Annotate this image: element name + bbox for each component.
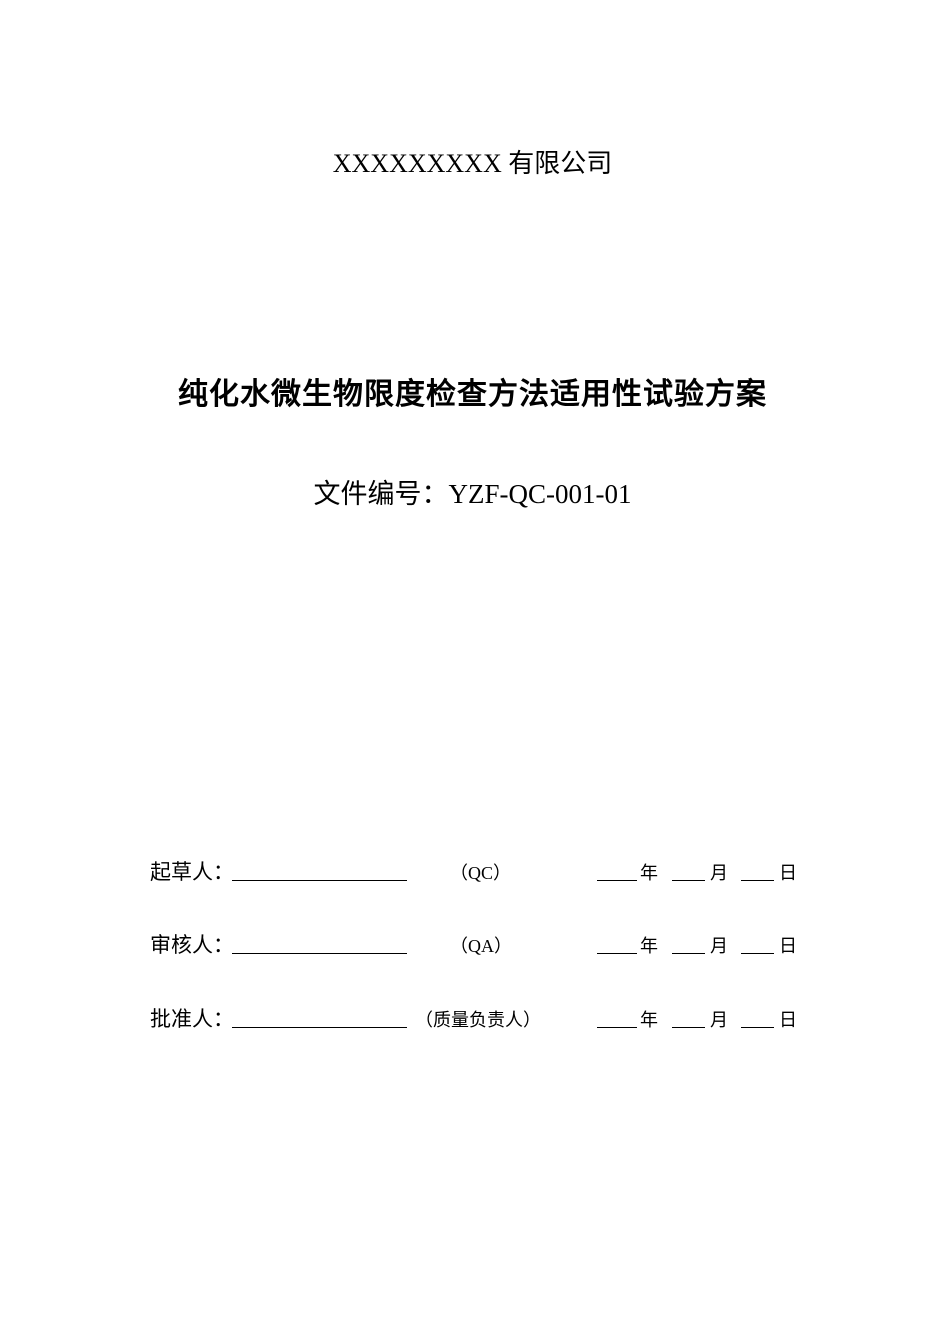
drafter-label: 起草人：	[150, 856, 234, 886]
approver-month-line	[672, 1027, 705, 1028]
drafter-name-line	[232, 880, 407, 881]
reviewer-day-label: 日	[779, 932, 797, 958]
doc-number-value: YZF-QC-001-01	[449, 479, 632, 509]
drafter-month-label: 月	[710, 859, 728, 885]
approver-label: 批准人：	[150, 1003, 234, 1033]
company-name: XXXXXXXXX 有限公司	[0, 143, 945, 180]
reviewer-name-line	[232, 953, 407, 954]
reviewer-role: （QA）	[450, 932, 512, 958]
reviewer-month-label: 月	[710, 932, 728, 958]
reviewer-month-line	[672, 953, 705, 954]
approver-day-label: 日	[779, 1006, 797, 1032]
drafter-year-line	[597, 880, 637, 881]
doc-number-label: 文件编号：	[314, 479, 449, 509]
drafter-day-label: 日	[779, 859, 797, 885]
approver-name-line	[232, 1027, 407, 1028]
drafter-role: （QC）	[450, 859, 511, 885]
drafter-month-line	[672, 880, 705, 881]
reviewer-year-line	[597, 953, 637, 954]
approver-role: （质量负责人）	[415, 1006, 541, 1032]
document-title: 纯化水微生物限度检查方法适用性试验方案	[0, 369, 945, 413]
approver-month-label: 月	[710, 1006, 728, 1032]
document-number: 文件编号：YZF-QC-001-01	[0, 472, 945, 511]
reviewer-year-label: 年	[640, 932, 658, 958]
drafter-day-line	[741, 880, 774, 881]
reviewer-day-line	[741, 953, 774, 954]
reviewer-label: 审核人：	[150, 929, 234, 959]
approver-year-line	[597, 1027, 637, 1028]
drafter-year-label: 年	[640, 859, 658, 885]
approver-day-line	[741, 1027, 774, 1028]
approver-year-label: 年	[640, 1006, 658, 1032]
